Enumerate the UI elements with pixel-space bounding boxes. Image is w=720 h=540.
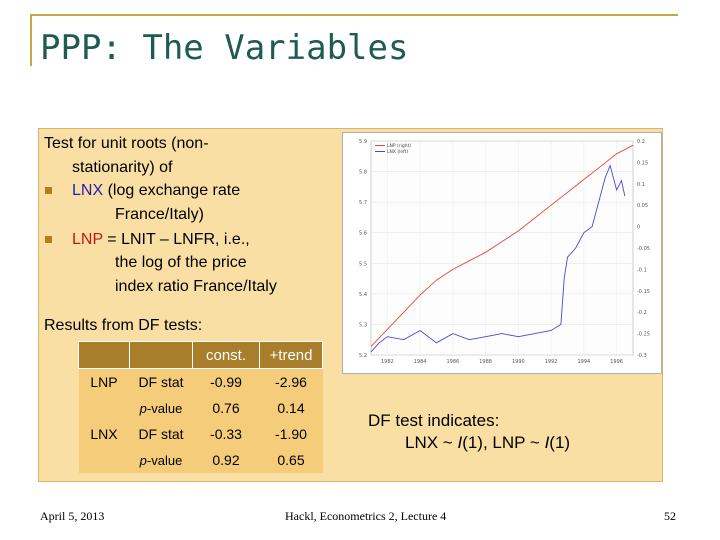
italic-i: I bbox=[544, 433, 550, 452]
x-tick-label: 1986 bbox=[447, 359, 460, 365]
table-header-cell: +trend bbox=[259, 341, 323, 369]
left-tick-label: 5.4 bbox=[359, 292, 367, 298]
x-tick-label: 1988 bbox=[479, 359, 492, 365]
right-tick-label: -0.25 bbox=[637, 332, 650, 338]
conclusion-line-1: DF test indicates: bbox=[368, 411, 500, 430]
x-tick-label: 1984 bbox=[414, 359, 427, 365]
right-tick-label: 0 bbox=[637, 225, 640, 231]
left-tick-label: 5.6 bbox=[359, 231, 367, 237]
right-tick-label: -0.2 bbox=[637, 310, 647, 316]
conclusion-line-2: LNX ~ I(1), LNP ~ I(1) bbox=[405, 433, 571, 452]
right-tick-label: -0.05 bbox=[637, 246, 650, 252]
bullet-1-line-1: LNX (log exchange rate bbox=[72, 181, 240, 201]
page-number: 52 bbox=[664, 509, 676, 523]
x-tick-label: 1996 bbox=[610, 359, 623, 365]
table-cell: -0.33 bbox=[192, 421, 260, 447]
table-cell: 0.65 bbox=[259, 447, 323, 473]
right-tick-label: 0.1 bbox=[637, 182, 645, 188]
intro-line-2: stationarity) of bbox=[72, 159, 173, 176]
table-cell: DF stat bbox=[129, 368, 193, 395]
table-cell: -1.90 bbox=[259, 421, 323, 447]
table-cell: DF stat bbox=[129, 421, 193, 447]
bullet-marker-2 bbox=[45, 236, 52, 243]
left-tick-label: 5.9 bbox=[359, 139, 367, 145]
title-rule-vertical bbox=[30, 14, 32, 66]
right-tick-label: 0.2 bbox=[637, 139, 645, 145]
df-results-table: const. +trend LNP DF stat -0.99 -2.96 p-… bbox=[78, 341, 323, 473]
lnp-label: LNP bbox=[72, 231, 103, 248]
slide-title: PPP: The Variables bbox=[40, 28, 409, 68]
x-tick-label: 1990 bbox=[512, 359, 525, 365]
p-letter: p bbox=[139, 400, 147, 416]
bullet-marker-1 bbox=[45, 187, 52, 194]
right-tick-label: -0.1 bbox=[637, 267, 647, 273]
right-tick-label: 0.05 bbox=[637, 203, 648, 209]
right-tick-label: -0.3 bbox=[637, 353, 647, 359]
table-header-cell: const. bbox=[192, 341, 260, 369]
bullet-2-line-2: the log of the price bbox=[115, 254, 247, 271]
left-tick-label: 5.2 bbox=[359, 353, 367, 359]
italic-i: I bbox=[457, 433, 463, 452]
table-cell bbox=[78, 395, 130, 421]
footer-course: Hackl, Econometrics 2, Lecture 4 bbox=[285, 509, 447, 523]
table-cell: 0.76 bbox=[192, 395, 260, 421]
df-conclusion: DF test indicates: LNX ~ I(1), LNP ~ I(1… bbox=[368, 410, 618, 454]
table-row: LNX DF stat -0.33 -1.90 bbox=[78, 421, 323, 447]
left-tick-label: 5.3 bbox=[359, 322, 367, 328]
plot-area bbox=[370, 140, 634, 356]
chart-svg: 5.9 5.8 5.7 5.6 5.5 5.4 5.3 5.2 0.2 0.15 0.1 0.05 0 -… bbox=[359, 139, 650, 365]
table-row: p-value 0.92 0.65 bbox=[78, 447, 323, 473]
left-tick-label: 5.8 bbox=[359, 170, 367, 176]
table-cell: -2.96 bbox=[259, 368, 323, 395]
x-tick-label: 1992 bbox=[545, 359, 558, 365]
results-label: Results from DF tests: bbox=[44, 317, 203, 334]
lnx-label: LNX bbox=[72, 182, 104, 199]
bullet-2-line-3: index ratio France/Italy bbox=[115, 278, 277, 295]
bullet-1-line-2: France/Italy) bbox=[115, 206, 204, 223]
footer-date: April 5, 2013 bbox=[40, 509, 105, 523]
table-cell: 0.14 bbox=[259, 395, 323, 421]
x-tick-label: 1994 bbox=[578, 359, 591, 365]
table-row: p-value 0.76 0.14 bbox=[78, 395, 323, 421]
title-rule-horizontal bbox=[30, 14, 678, 16]
table-header-cell bbox=[78, 341, 130, 369]
series-line-lnx bbox=[370, 164, 626, 353]
bullet-2-line-1: LNP = LNIT – LNFR, i.e., bbox=[72, 230, 250, 250]
intro-line-1: Test for unit roots (non- bbox=[44, 135, 209, 152]
legend-entry: LNP (right) bbox=[387, 143, 411, 149]
x-tick-label: 1982 bbox=[381, 359, 394, 365]
table-cell: p-value bbox=[129, 395, 193, 421]
table-cell: p-value bbox=[129, 447, 193, 473]
bullet-1-text: (log exchange rate bbox=[103, 182, 241, 199]
table-cell: -0.99 bbox=[192, 368, 260, 395]
right-tick-label: 0.15 bbox=[637, 160, 648, 166]
left-tick-label: 5.7 bbox=[359, 200, 367, 206]
series-line-lnp bbox=[370, 144, 634, 347]
p-letter: p bbox=[139, 452, 147, 468]
lnx-lnp-chart: 5.9 5.8 5.7 5.6 5.5 5.4 5.3 5.2 0.2 0.15 0.1 0.05 0 -… bbox=[342, 132, 662, 374]
bullet-2-text: = LNIT – LNFR, i.e., bbox=[102, 231, 250, 248]
legend-entry: LNX (left) bbox=[387, 149, 408, 155]
table-cell: LNX bbox=[78, 421, 130, 447]
table-cell bbox=[78, 447, 130, 473]
left-tick-label: 5.5 bbox=[359, 261, 367, 267]
table-cell: LNP bbox=[78, 368, 130, 395]
table-cell: 0.92 bbox=[192, 447, 260, 473]
table-row: LNP DF stat -0.99 -2.96 bbox=[78, 368, 323, 395]
right-tick-label: -0.15 bbox=[637, 289, 650, 295]
table-header-cell bbox=[129, 341, 193, 369]
table-header-row: const. +trend bbox=[78, 341, 323, 369]
